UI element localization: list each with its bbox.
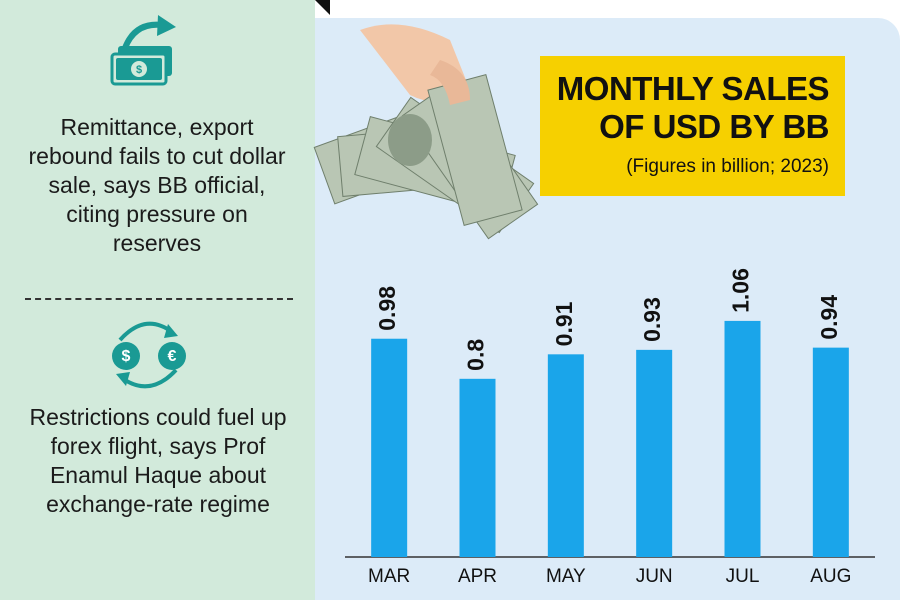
svg-text:$: $ <box>136 64 142 76</box>
bar <box>812 347 849 557</box>
x-tick-label: APR <box>458 566 497 587</box>
bar <box>459 378 496 557</box>
data-label: 0.93 <box>639 297 665 342</box>
note: Remittance, export rebound fails to cut … <box>28 114 286 256</box>
data-label: 1.06 <box>728 268 754 313</box>
x-tick-label: JUN <box>636 566 673 587</box>
money-illustration <box>313 24 539 240</box>
data-label: 0.98 <box>374 286 400 331</box>
title-box: MONTHLY SALES OF USD BY BB (Figures in b… <box>540 56 845 196</box>
remittance-icon: $ <box>110 15 176 86</box>
separator <box>25 298 293 300</box>
svg-text:$: $ <box>122 348 131 365</box>
bar <box>636 349 673 557</box>
data-label: 0.94 <box>816 295 842 340</box>
chart-subtitle: (Figures in billion; 2023) <box>626 156 829 177</box>
data-label: 0.91 <box>551 301 577 346</box>
side-panel: $ $ € Remittance, export rebound fails t… <box>0 0 315 600</box>
x-tick-label: AUG <box>810 566 851 587</box>
bar <box>724 320 761 557</box>
bar <box>547 354 584 557</box>
chart-title: MONTHLY SALES OF USD BY BB <box>556 70 830 145</box>
note: Restrictions could fuel up forex flight,… <box>29 404 287 517</box>
bar <box>371 338 408 557</box>
corner <box>315 0 330 15</box>
x-tick-label: MAY <box>546 566 586 587</box>
exchange-icon: $ € <box>112 321 186 389</box>
data-label: 0.8 <box>463 339 489 371</box>
svg-text:€: € <box>168 348 177 365</box>
x-tick-label: JUL <box>726 566 760 587</box>
x-tick-label: MAR <box>368 566 410 587</box>
icons: $ $ € <box>110 15 186 389</box>
